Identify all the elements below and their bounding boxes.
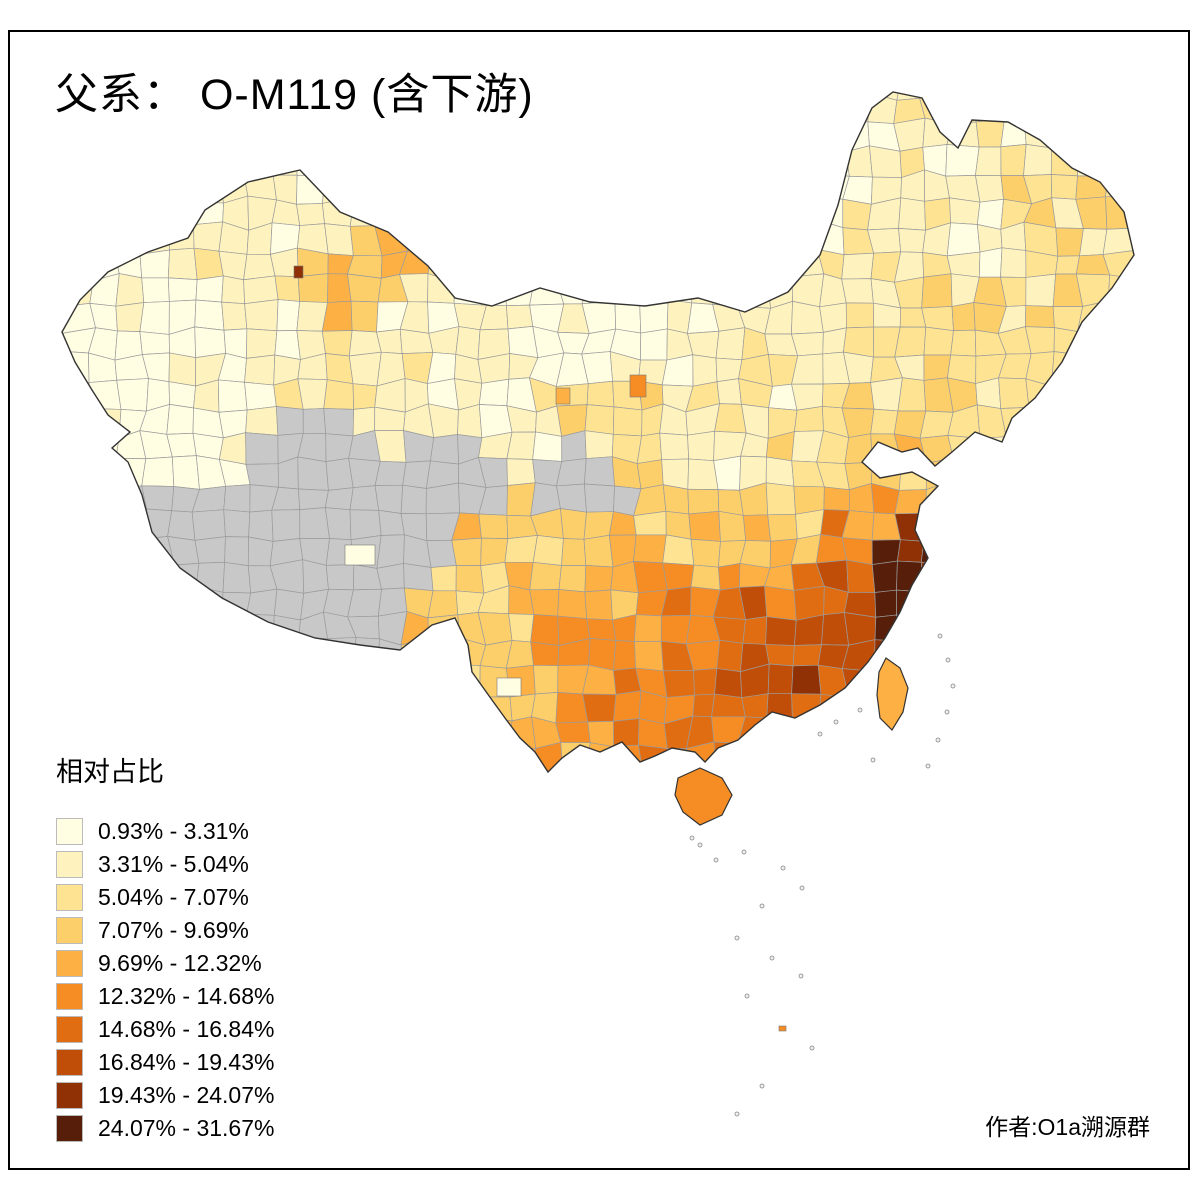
legend-item-label: 5.04% - 7.07% <box>98 884 249 910</box>
legend-items: 0.93% - 3.31% 3.31% - 5.04% 5.04% - 7.07% 7… <box>56 815 274 1145</box>
legend-item: 12.32% - 14.68% <box>56 980 274 1013</box>
legend-item: 24.07% - 31.67% <box>56 1112 274 1145</box>
author-credit: 作者:O1a溯源群 <box>985 1114 1150 1140</box>
legend-item: 0.93% - 3.31% <box>56 815 274 848</box>
legend-swatch <box>56 851 83 878</box>
legend-swatch <box>56 1016 83 1043</box>
legend-swatch <box>56 950 83 977</box>
legend-item-label: 14.68% - 16.84% <box>98 1016 275 1042</box>
legend-item-label: 16.84% - 19.43% <box>98 1049 275 1075</box>
legend-item: 9.69% - 12.32% <box>56 947 274 980</box>
legend-item: 14.68% - 16.84% <box>56 1013 274 1046</box>
legend-item-label: 19.43% - 24.07% <box>98 1082 275 1108</box>
legend-swatch <box>56 884 83 911</box>
legend-item: 3.31% - 5.04% <box>56 848 274 881</box>
legend-swatch <box>56 917 83 944</box>
legend-item-label: 24.07% - 31.67% <box>98 1115 275 1141</box>
map-title: 父系： O-M119 (含下游) <box>55 71 534 119</box>
legend-item: 16.84% - 19.43% <box>56 1046 274 1079</box>
legend-swatch <box>56 818 83 845</box>
legend-title: 相对占比 <box>56 757 164 787</box>
legend-item-label: 9.69% - 12.32% <box>98 950 262 976</box>
legend-swatch <box>56 1082 83 1109</box>
legend-item-label: 3.31% - 5.04% <box>98 851 249 877</box>
legend-item: 7.07% - 9.69% <box>56 914 274 947</box>
legend-swatch <box>56 1049 83 1076</box>
legend: 相对占比 0.93% - 3.31% 3.31% - 5.04% 5.04% - 7… <box>56 750 274 1145</box>
legend-item: 19.43% - 24.07% <box>56 1079 274 1112</box>
legend-item-label: 0.93% - 3.31% <box>98 818 249 844</box>
legend-swatch <box>56 1115 83 1142</box>
legend-item: 5.04% - 7.07% <box>56 881 274 914</box>
legend-item-label: 7.07% - 9.69% <box>98 917 249 943</box>
legend-item-label: 12.32% - 14.68% <box>98 983 275 1009</box>
legend-swatch <box>56 983 83 1010</box>
